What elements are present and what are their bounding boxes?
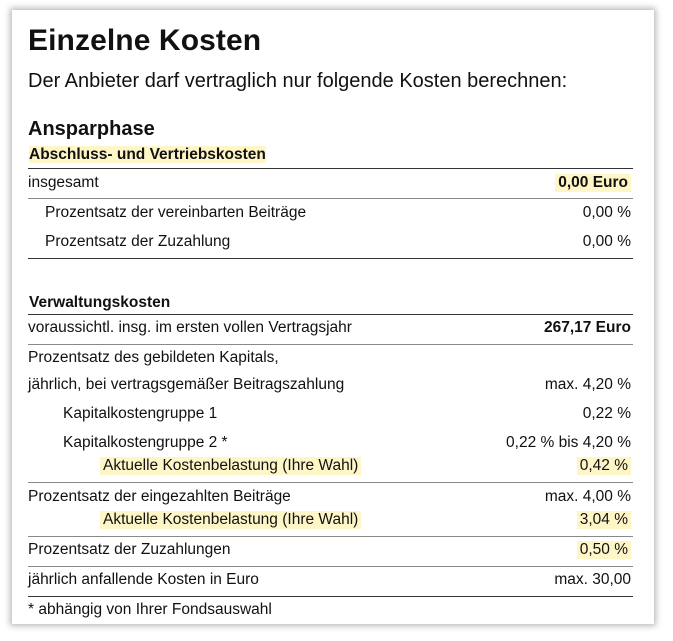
divider (28, 482, 633, 483)
page-title: Einzelne Kosten (28, 24, 262, 57)
divider (28, 314, 633, 315)
intro-text: Der Anbieter darf vertraglich nur folgen… (28, 70, 568, 92)
divider (28, 168, 633, 169)
phase-heading: Ansparphase (28, 118, 155, 140)
cost-document: Einzelne Kosten Der Anbieter darf vertra… (12, 10, 654, 624)
divider (28, 536, 633, 537)
divider (28, 596, 633, 597)
abschluss-heading: Abschluss- und Vertriebskosten (29, 146, 266, 163)
divider (28, 566, 633, 567)
verwaltung-heading: Verwaltungskosten (29, 294, 171, 311)
divider (28, 258, 633, 259)
divider (28, 344, 633, 345)
divider (28, 198, 633, 199)
